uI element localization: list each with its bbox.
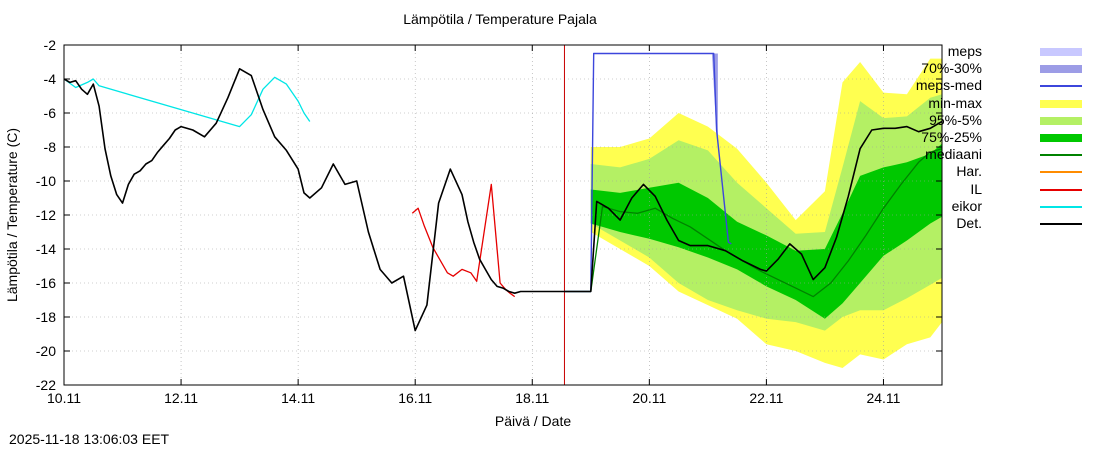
legend-label: min-max: [928, 94, 982, 111]
legend-swatch: [1040, 222, 1082, 225]
legend-swatch: [1040, 154, 1082, 157]
y-tick-label: -8: [44, 139, 57, 155]
legend-label: 95%-5%: [929, 111, 982, 128]
legend-swatch: [1040, 85, 1082, 88]
y-tick-label: -4: [44, 71, 57, 87]
legend-item: meps: [947, 43, 1100, 60]
y-tick-label: -16: [36, 275, 56, 291]
legend-swatch: [1040, 133, 1082, 142]
legend-swatch: [1040, 99, 1082, 108]
y-tick-label: -22: [36, 377, 56, 393]
legend-swatch: [1040, 188, 1082, 191]
y-tick-label: -20: [36, 343, 56, 359]
band-75-25-: [590, 143, 942, 319]
y-tick-label: -18: [36, 309, 56, 325]
x-tick-label: 20.11: [632, 390, 666, 406]
legend-swatch: [1040, 116, 1082, 125]
legend-label: Har.: [956, 163, 982, 180]
legend-label: IL: [970, 180, 982, 197]
chart-title: Lämpötila / Temperature Pajala: [403, 11, 597, 27]
x-tick-label: 10.11: [47, 390, 81, 406]
legend-label: 75%-25%: [921, 128, 982, 145]
legend-item: 95%-5%: [929, 112, 1100, 129]
legend-item: Det.: [950, 215, 1100, 232]
legend-swatch: [1040, 171, 1082, 174]
legend-item: eikor: [950, 198, 1100, 215]
legend-item: meps-med: [916, 77, 1100, 94]
x-tick-label: 18.11: [515, 390, 549, 406]
x-tick-label: 12.11: [164, 390, 198, 406]
legend-label: meps: [947, 43, 982, 59]
y-axis-label: Lämpötila / Temperature (C): [4, 128, 20, 302]
y-tick-label: -14: [36, 241, 56, 257]
x-axis-label: Päivä / Date: [495, 413, 571, 429]
legend-item: 70%-30%: [921, 60, 1100, 77]
chart-legend: meps 70%-30% meps-med min-max 95%-5% 75%-25% m…: [916, 43, 1100, 232]
y-tick-label: -10: [36, 173, 56, 189]
y-tick-label: -6: [44, 105, 57, 121]
timestamp: 2025-11-18 13:06:03 EET: [9, 431, 170, 447]
legend-item: 75%-25%: [921, 129, 1100, 146]
legend-label: mediaani: [925, 146, 982, 163]
y-tick-label: -12: [36, 207, 56, 223]
legend-item: mediaani: [925, 146, 1100, 163]
legend-swatch: [1040, 205, 1082, 208]
y-tick-label: -2: [44, 37, 57, 53]
x-tick-label: 16.11: [398, 390, 432, 406]
legend-item: Har.: [950, 163, 1100, 180]
legend-item: IL: [950, 181, 1100, 198]
legend-item: min-max: [928, 95, 1100, 112]
legend-label: eikor: [951, 197, 982, 214]
x-tick-label: 22.11: [749, 390, 783, 406]
series-line-il: [411, 183, 516, 298]
legend-label: meps-med: [915, 77, 982, 94]
series-line-det-: [64, 68, 942, 332]
x-tick-label: 24.11: [866, 390, 900, 406]
legend-swatch: [1040, 48, 1082, 56]
series-line-mediaani: [564, 148, 942, 298]
x-tick-label: 14.11: [281, 390, 315, 406]
legend-label: 70%-30%: [921, 60, 982, 77]
legend-swatch: [1040, 65, 1082, 74]
series-line-eikor: [64, 76, 311, 128]
legend-label: Det.: [956, 214, 982, 231]
